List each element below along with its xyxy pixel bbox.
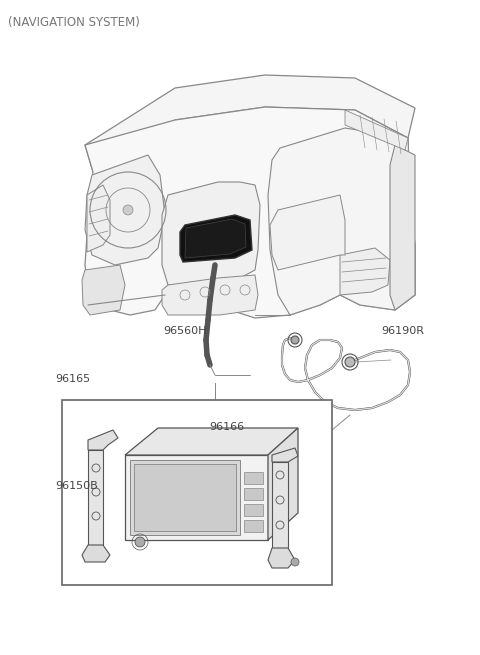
Polygon shape <box>345 110 408 150</box>
Polygon shape <box>270 195 345 270</box>
Polygon shape <box>130 460 240 535</box>
Polygon shape <box>125 455 268 540</box>
Polygon shape <box>244 488 263 500</box>
Polygon shape <box>244 520 263 532</box>
Circle shape <box>345 357 355 367</box>
Polygon shape <box>162 275 258 315</box>
FancyBboxPatch shape <box>62 400 332 585</box>
Polygon shape <box>88 430 118 450</box>
Polygon shape <box>87 185 110 252</box>
Polygon shape <box>125 428 298 455</box>
Text: 96190R: 96190R <box>382 326 425 336</box>
Circle shape <box>123 205 133 215</box>
Polygon shape <box>244 504 263 516</box>
Polygon shape <box>88 450 103 545</box>
Circle shape <box>291 558 299 566</box>
Polygon shape <box>85 75 415 172</box>
Polygon shape <box>272 462 288 548</box>
Polygon shape <box>340 248 390 295</box>
Polygon shape <box>180 215 252 262</box>
Circle shape <box>291 336 299 344</box>
Polygon shape <box>82 545 110 562</box>
Polygon shape <box>185 219 246 258</box>
Circle shape <box>135 537 145 547</box>
Polygon shape <box>390 145 415 310</box>
Text: 96165: 96165 <box>55 374 90 384</box>
Polygon shape <box>268 428 298 540</box>
Polygon shape <box>162 182 260 285</box>
Polygon shape <box>134 464 236 531</box>
Polygon shape <box>272 448 298 462</box>
Polygon shape <box>244 472 263 484</box>
Polygon shape <box>268 548 295 568</box>
Text: (NAVIGATION SYSTEM): (NAVIGATION SYSTEM) <box>8 16 140 29</box>
Text: 96560H: 96560H <box>163 326 206 336</box>
Text: 96166: 96166 <box>209 422 244 432</box>
Polygon shape <box>268 128 415 315</box>
Text: 96150B: 96150B <box>55 481 98 491</box>
Polygon shape <box>85 107 415 318</box>
Polygon shape <box>82 265 125 315</box>
Polygon shape <box>85 155 165 265</box>
